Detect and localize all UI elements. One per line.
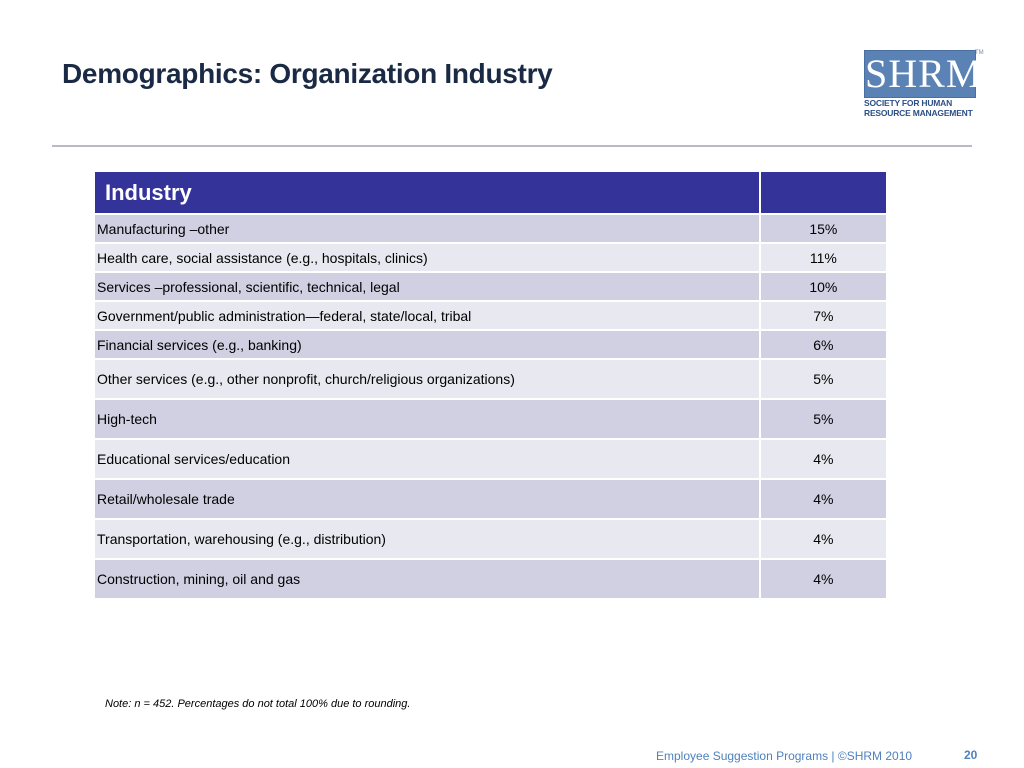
shrm-logo: SHRM TM SOCIETY FOR HUMAN RESOURCE MANAG… (864, 50, 984, 122)
industry-percent-cell: 5% (758, 398, 889, 440)
industry-percent-cell: 4% (758, 558, 889, 600)
table-row: Retail/wholesale trade 4% (93, 478, 889, 520)
table-row: Health care, social assistance (e.g., ho… (93, 242, 889, 273)
industry-percent-cell: 11% (758, 242, 889, 273)
logo-box: SHRM (864, 50, 983, 98)
industry-percent-cell: 7% (758, 300, 889, 331)
industry-label-cell: Educational services/education (93, 438, 761, 480)
industry-percent-cell: 6% (758, 329, 889, 360)
table-row: Construction, mining, oil and gas 4% (93, 558, 889, 600)
table-header-industry: Industry (93, 170, 761, 215)
industry-table: Industry Manufacturing –other 15% Health c… (93, 170, 889, 600)
industry-label-cell: Retail/wholesale trade (93, 478, 761, 520)
logo-letters: SHRM (865, 51, 983, 96)
footer-text: Employee Suggestion Programs | ©SHRM 201… (656, 749, 913, 763)
table-row: Transportation, warehousing (e.g., distr… (93, 518, 889, 560)
table-row: Other services (e.g., other nonprofit, c… (93, 358, 889, 400)
logo-tagline: SOCIETY FOR HUMAN RESOURCE MANAGEMENT (864, 98, 980, 118)
industry-percent-cell: 4% (758, 438, 889, 480)
title-divider (52, 145, 972, 147)
industry-label-cell: Financial services (e.g., banking) (93, 329, 761, 360)
table-row: Educational services/education 4% (93, 438, 889, 480)
table-row: Government/public administration—federal… (93, 300, 889, 331)
table-row: Services –professional, scientific, tech… (93, 271, 889, 302)
industry-percent-cell: 15% (758, 213, 889, 244)
table-header-value (758, 170, 889, 215)
industry-label-cell: Government/public administration—federal… (93, 300, 761, 331)
page-number: 20 (964, 748, 978, 762)
logo-tagline-line1: SOCIETY FOR HUMAN (864, 98, 953, 108)
industry-percent-cell: 4% (758, 518, 889, 560)
industry-percent-cell: 10% (758, 271, 889, 302)
industry-percent-cell: 5% (758, 358, 889, 400)
industry-percent-cell: 4% (758, 478, 889, 520)
table-body: Manufacturing –other 15% Health care, soci… (93, 213, 889, 600)
page-title: Demographics: Organization Industry (62, 58, 553, 89)
logo-tagline-line2: RESOURCE MANAGEMENT (864, 108, 973, 118)
industry-label-cell: Construction, mining, oil and gas (93, 558, 761, 600)
industry-label-cell: Services –professional, scientific, tech… (93, 271, 761, 302)
industry-label-cell: Health care, social assistance (e.g., ho… (93, 242, 761, 273)
industry-label-cell: High-tech (93, 398, 761, 440)
table-row: High-tech 5% (93, 398, 889, 440)
industry-label-cell: Other services (e.g., other nonprofit, c… (93, 358, 761, 400)
industry-label-cell: Transportation, warehousing (e.g., distr… (93, 518, 761, 560)
industry-label-cell: Manufacturing –other (93, 213, 761, 244)
table-row: Manufacturing –other 15% (93, 213, 889, 244)
logo-trademark: TM (975, 50, 984, 56)
footnote: Note: n = 452. Percentages do not total … (105, 698, 411, 710)
table-header-row: Industry (93, 170, 889, 215)
table-row: Financial services (e.g., banking) 6% (93, 329, 889, 360)
